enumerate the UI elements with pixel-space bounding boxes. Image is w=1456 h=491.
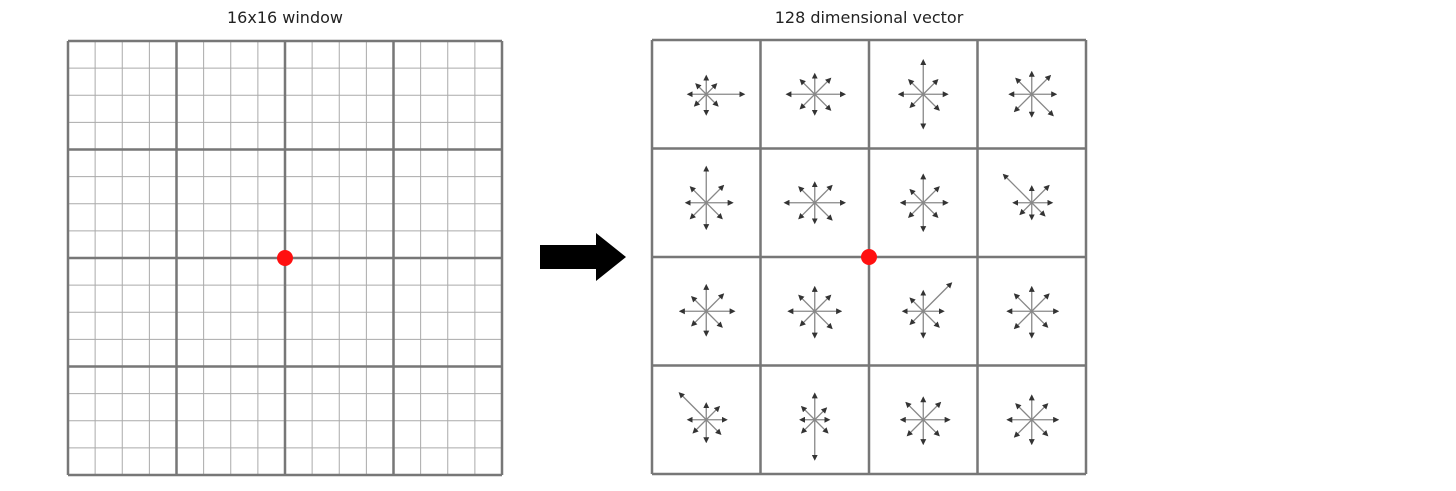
orientation-bin-arrow [814,77,832,95]
orientation-bin-arrow [705,83,718,95]
orientation-bin-arrow [922,186,940,204]
orientation-bin-arrow [814,93,832,111]
orientation-bin-arrow [693,93,707,107]
orientation-histogram [783,181,847,225]
orientation-bin-arrow [906,419,924,437]
right-grid-title: 128 dimensional vector [774,8,964,27]
orientation-bin-arrow [1015,403,1033,421]
orientation-bin-arrow [908,202,924,218]
keypoint-dot [861,249,877,265]
orientation-histogram [899,173,949,233]
orientation-bin-arrow [814,184,833,204]
orientation-bin-arrow [922,79,939,95]
orientation-histogram [1002,173,1054,221]
orientation-bin-arrow [1031,202,1046,217]
orientation-bin-arrow [1031,310,1049,328]
orientation-bin-arrow [1013,310,1033,330]
orientation-bin-arrow [705,93,719,107]
orientation-bin-arrow [908,79,924,95]
orientation-bin-arrow [922,93,940,111]
orientation-bin-arrow [814,202,833,221]
orientation-bin-arrow [798,202,816,220]
orientation-bin-arrow [1013,419,1033,438]
orientation-bin-arrow [705,419,722,435]
orientation-bin-arrow [695,83,707,95]
orientation-bin-arrow [689,186,707,204]
orientation-histogram [901,282,953,339]
orientation-bin-arrow [1031,293,1050,312]
orientation-histogram [1006,285,1060,339]
orientation-bin-arrow [922,401,942,421]
orientation-bin-arrow [1031,93,1054,117]
orientation-bin-arrow [799,79,816,95]
orientation-bin-arrow [909,297,924,312]
orientation-bin-arrow [922,282,953,312]
orientation-bin-arrow [799,93,816,110]
orientation-bin-arrow [1031,184,1050,204]
orientation-histogram [678,392,728,444]
orientation-bin-arrow [798,294,816,312]
orientation-histogram [785,72,847,116]
orientation-bin-arrow [922,202,939,218]
orientation-histogram [1006,394,1060,446]
orientation-histogram [678,283,736,337]
orientation-bin-arrow [705,184,725,204]
orientation-bin-arrow [1002,173,1033,204]
orientation-bin-arrow [705,293,725,312]
orientation-bin-arrow [905,401,924,421]
orientation-bin-arrow [800,419,816,434]
orientation-bin-arrow [814,294,832,312]
orientation-bin-arrow [922,419,940,437]
orientation-bin-arrow [1031,74,1052,95]
orientation-bin-arrow [799,310,816,327]
orientation-histogram [684,165,734,231]
left-16x16-grid [66,39,504,477]
orientation-bin-arrow [705,202,723,220]
orientation-bin-arrow [691,296,707,312]
orientation-bin-arrow [909,310,924,326]
orientation-bin-arrow [814,419,829,434]
orientation-bin-arrow [1031,419,1049,437]
orientation-bin-arrow [1031,403,1049,421]
orientation-bin-arrow [678,392,707,421]
orientation-bin-arrow [1013,293,1033,312]
orientation-bin-arrow [909,188,924,204]
right-histogram-grid [650,38,1088,476]
keypoint-dot [277,250,293,266]
orientation-bin-arrow [922,310,940,328]
orientation-bin-arrow [705,310,723,328]
orientation-bin-arrow [814,310,833,330]
transform-arrow [540,233,626,281]
right-arrow [540,233,626,281]
orientation-histogram [686,74,746,116]
orientation-bin-arrow [814,407,828,421]
orientation-histogram [787,285,843,339]
orientation-bin-arrow [1019,202,1033,216]
orientation-histogram [897,59,949,130]
orientation-bin-arrow [705,405,721,421]
orientation-bin-arrow [1013,93,1033,113]
orientation-bin-arrow [909,93,924,109]
orientation-bin-arrow [800,405,816,421]
orientation-bin-arrow [691,310,707,327]
orientation-histogram [899,396,951,446]
orientation-histogram [1008,70,1058,118]
orientation-bin-arrow [1015,77,1033,95]
orientation-histogram [799,392,831,461]
orientation-bin-arrow [692,419,707,434]
orientation-bin-arrow [689,202,707,220]
left-grid-title: 16x16 window [227,8,343,27]
orientation-bin-arrow [798,186,816,204]
